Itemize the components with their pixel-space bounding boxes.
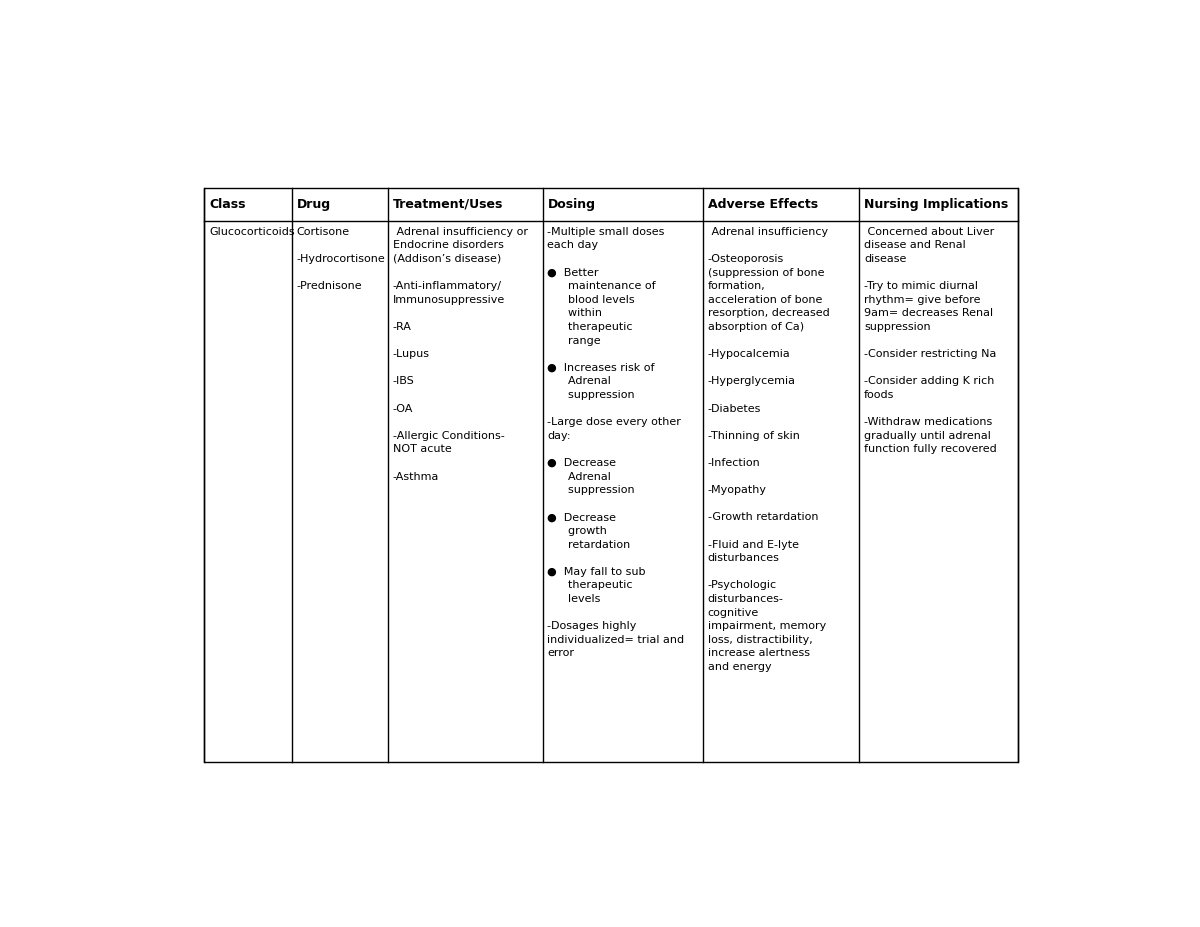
Bar xyxy=(204,188,1018,762)
Text: Adrenal insufficiency or
Endocrine disorders
(Addison’s disease)

-Anti-inflamma: Adrenal insufficiency or Endocrine disor… xyxy=(392,227,528,481)
Text: Adrenal insufficiency

-Osteoporosis
(suppression of bone
formation,
acceleratio: Adrenal insufficiency -Osteoporosis (sup… xyxy=(708,227,829,672)
Text: Cortisone

-Hydrocortisone

-Prednisone: Cortisone -Hydrocortisone -Prednisone xyxy=(296,227,385,291)
Text: Drug: Drug xyxy=(296,197,331,211)
Text: -Multiple small doses
each day

●  Better
      maintenance of
      blood level: -Multiple small doses each day ● Better … xyxy=(547,227,684,658)
Text: Nursing Implications: Nursing Implications xyxy=(864,197,1008,211)
Text: Adverse Effects: Adverse Effects xyxy=(708,197,818,211)
Text: Class: Class xyxy=(209,197,246,211)
Text: Treatment/Uses: Treatment/Uses xyxy=(392,197,503,211)
Text: Concerned about Liver
disease and Renal
disease

-Try to mimic diurnal
rhythm= g: Concerned about Liver disease and Renal … xyxy=(864,227,997,454)
Text: Glucocorticoids: Glucocorticoids xyxy=(209,227,294,236)
Text: Dosing: Dosing xyxy=(547,197,595,211)
